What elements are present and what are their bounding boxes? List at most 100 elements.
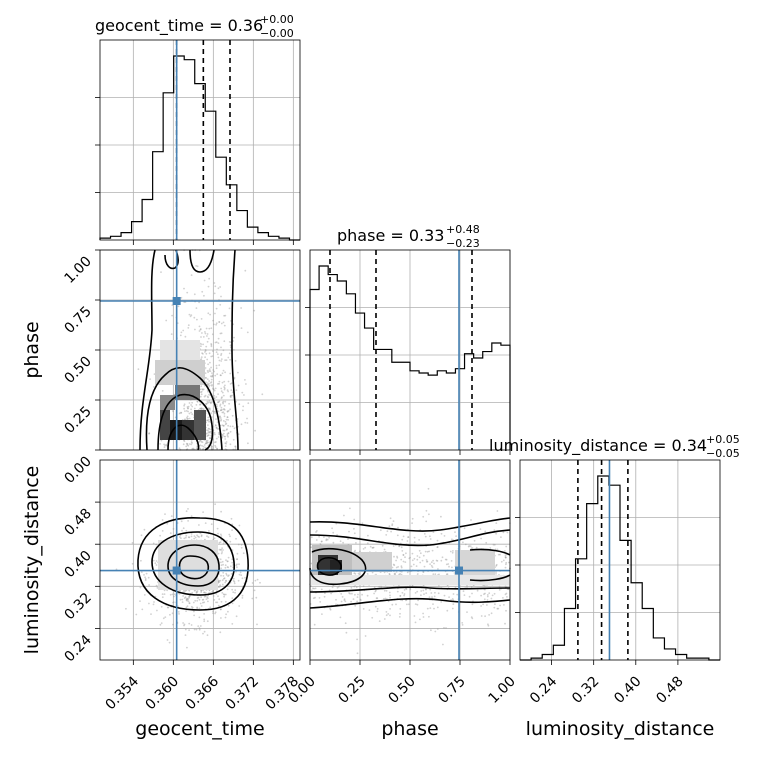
sample-point xyxy=(180,296,183,299)
sample-point xyxy=(152,559,155,562)
sample-point xyxy=(148,602,150,605)
sample-point xyxy=(221,372,224,375)
sample-point xyxy=(144,579,147,582)
sample-point xyxy=(194,536,197,539)
sample-point xyxy=(424,535,427,538)
sample-point xyxy=(215,341,218,344)
sample-point xyxy=(213,323,215,326)
sample-point xyxy=(188,602,191,605)
sample-point xyxy=(210,446,213,449)
sample-point xyxy=(499,553,501,556)
sample-point xyxy=(395,571,398,573)
sample-point xyxy=(247,442,249,445)
sample-point xyxy=(206,429,208,432)
sample-point xyxy=(212,595,215,597)
sample-point xyxy=(246,417,248,420)
sample-point xyxy=(227,390,230,393)
sample-point xyxy=(416,558,419,561)
sample-point xyxy=(397,526,399,529)
sample-point xyxy=(353,585,356,588)
sample-point xyxy=(213,370,216,373)
sample-point xyxy=(192,447,195,450)
sample-point xyxy=(208,277,211,280)
sample-point xyxy=(225,580,228,582)
sample-point xyxy=(188,597,191,599)
sample-point xyxy=(420,594,422,597)
sample-point xyxy=(215,364,218,367)
sample-point xyxy=(162,617,165,620)
sample-point xyxy=(384,597,387,600)
sample-point xyxy=(210,378,213,381)
sample-point xyxy=(220,533,222,536)
sample-point xyxy=(187,410,190,413)
sample-point xyxy=(221,583,224,586)
sample-point xyxy=(145,572,148,575)
sample-point xyxy=(185,510,188,513)
sample-point xyxy=(394,572,396,575)
density-cell xyxy=(352,552,392,572)
sample-point xyxy=(236,566,238,569)
sample-point xyxy=(329,607,331,610)
sample-point xyxy=(452,593,455,595)
sample-point xyxy=(229,358,232,361)
ytick-label-phase: 0.25 xyxy=(61,404,94,437)
sample-point xyxy=(214,611,217,614)
sample-point xyxy=(495,573,497,575)
sample-point xyxy=(228,574,230,577)
sample-point xyxy=(436,546,439,548)
sample-point xyxy=(207,337,210,340)
sample-point xyxy=(445,558,448,561)
sample-point xyxy=(479,528,482,530)
sample-point xyxy=(389,596,391,599)
title-geocent-time-plus: +0.00 xyxy=(260,13,294,26)
sample-point xyxy=(204,332,207,335)
sample-point xyxy=(211,591,213,593)
sample-point xyxy=(254,429,256,432)
sample-point xyxy=(214,312,216,315)
sample-point xyxy=(466,611,468,613)
sample-point xyxy=(218,321,221,323)
sample-point xyxy=(226,433,229,435)
xtick-label-phase: 0.25 xyxy=(335,674,368,707)
sample-point xyxy=(190,314,193,316)
sample-point xyxy=(203,294,205,297)
sample-point xyxy=(385,589,388,592)
sample-point xyxy=(344,622,347,625)
sample-point xyxy=(193,589,196,592)
sample-point xyxy=(463,527,466,530)
sample-point xyxy=(199,602,202,605)
sample-point xyxy=(391,566,394,569)
sample-point xyxy=(131,542,134,544)
sample-point xyxy=(356,600,358,603)
sample-point xyxy=(353,518,356,521)
sample-point xyxy=(139,586,142,589)
sample-point xyxy=(422,515,425,518)
sample-point xyxy=(500,536,502,538)
sample-point xyxy=(224,616,227,619)
sample-point xyxy=(238,573,241,576)
sample-point xyxy=(200,345,202,348)
sample-point xyxy=(404,561,407,563)
sample-point xyxy=(435,559,438,562)
density-cell xyxy=(182,420,194,440)
sample-point xyxy=(325,539,328,542)
sample-point xyxy=(480,537,482,540)
sample-point xyxy=(225,574,228,576)
sample-point xyxy=(204,442,207,445)
sample-point xyxy=(433,607,435,610)
sample-point xyxy=(232,438,235,441)
hist-luminosity_distance xyxy=(520,475,720,661)
sample-point xyxy=(215,403,218,406)
sample-point xyxy=(223,577,226,579)
sample-point xyxy=(220,564,223,567)
sample-point xyxy=(498,585,501,588)
sample-point xyxy=(191,413,194,416)
sample-point xyxy=(253,309,256,312)
sample-point xyxy=(233,349,235,351)
sample-point xyxy=(208,407,211,410)
sample-point xyxy=(198,627,201,630)
sample-point xyxy=(324,592,326,594)
sample-point xyxy=(218,359,221,362)
sample-point xyxy=(209,361,211,364)
